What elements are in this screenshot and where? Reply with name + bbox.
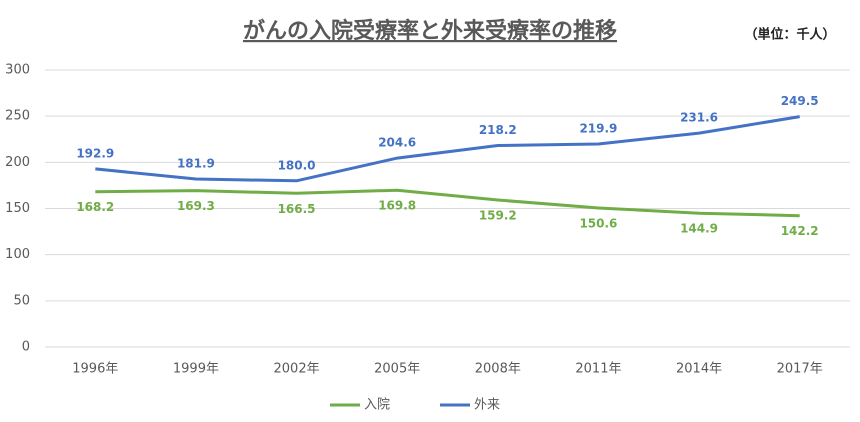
data-label: 192.9 [76,146,114,160]
data-label: 159.2 [479,209,517,223]
y-tick-label: 50 [13,293,30,308]
x-tick-label: 2002年 [274,362,320,377]
legend-label: 外来 [474,398,500,413]
data-label: 180.0 [278,158,316,172]
data-label: 166.5 [278,202,316,216]
x-tick-label: 1996年 [72,362,118,377]
series-line [95,115,800,183]
data-label: 169.8 [378,199,416,213]
unit-label: （単位：千人） [744,27,835,43]
data-label: 219.9 [579,121,617,135]
data-label: 142.2 [781,224,819,238]
data-label: 249.5 [781,94,819,108]
x-tick-label: 2008年 [475,362,521,377]
y-tick-label: 200 [5,155,30,170]
data-label: 150.6 [579,216,617,230]
data-label: 231.6 [680,111,718,125]
y-tick-label: 0 [22,340,30,355]
x-tick-label: 2014年 [676,362,722,377]
data-label: 168.2 [76,200,114,214]
x-tick-label: 2017年 [777,362,823,377]
chart-title: がんの入院受療率と外来受療率の推移 [243,18,617,44]
x-tick-label: 1999年 [173,362,219,377]
x-tick-label: 2005年 [374,362,420,377]
data-label: 169.3 [177,199,215,213]
y-tick-label: 150 [5,201,30,216]
data-label: 181.9 [177,157,215,171]
data-label: 144.9 [680,222,718,236]
data-label: 204.6 [378,136,416,150]
data-label: 218.2 [479,123,517,137]
series-line [95,188,800,218]
y-tick-label: 100 [5,247,30,262]
y-tick-label: 300 [5,63,30,78]
y-tick-label: 250 [5,109,30,124]
legend-label: 入院 [364,398,390,413]
x-tick-label: 2011年 [575,362,621,377]
